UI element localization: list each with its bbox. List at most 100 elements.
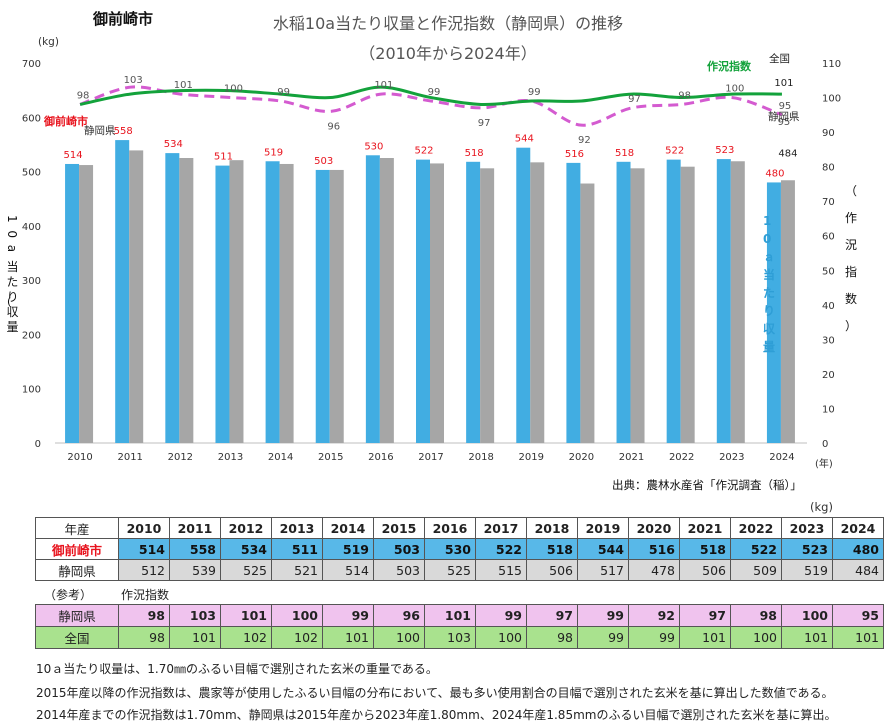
city-yield-cell: 558: [169, 538, 221, 560]
index-pref-label: 静岡県: [35, 604, 119, 627]
y-right-tick-label: 20: [822, 370, 835, 381]
x-tick-label: 2015: [318, 452, 343, 463]
city-yield-cell: 523: [781, 538, 833, 560]
x-tick-label: 2018: [468, 452, 493, 463]
city-yield-bar: [315, 169, 330, 443]
x-tick-label: 2014: [268, 452, 293, 463]
pref-index-cell: 99: [475, 604, 527, 627]
pref-yield-cell: 514: [322, 559, 374, 581]
pref-yield-bar: [780, 180, 795, 443]
city-yield-cell: 519: [322, 538, 374, 560]
x-tick-label: 2011: [117, 452, 142, 463]
city-yield-cell: 522: [475, 538, 527, 560]
pref-index-label: 99: [277, 87, 290, 98]
year-header-cell: 2016: [424, 517, 476, 539]
nat-index-cell: 99: [628, 626, 680, 649]
table-row-city: 御前崎市 514 558 534 511 519 503 530 522 518 544 516 51…: [35, 538, 884, 560]
pref-yield-cell: 515: [475, 559, 527, 581]
pref-index-label: 100: [725, 84, 744, 95]
y-left-tick-label: 100: [22, 385, 41, 396]
nat-index-cell: 101: [781, 626, 833, 649]
pref-yield-cell: 478: [628, 559, 680, 581]
pref-index-line: [79, 85, 783, 127]
pref-yield-bar: [630, 168, 645, 444]
city-yield-bar: [416, 159, 430, 443]
pref-yield-cell: 484: [832, 559, 884, 581]
table-unit: (kg): [810, 500, 833, 514]
pref-index-label: 101: [374, 80, 393, 91]
y-left-tick-label: 600: [22, 113, 41, 124]
pref-yield-bar: [480, 168, 495, 444]
yield-table: 年産 2010 2011 2012 2013 2014 2015 2016 2017 2018 2…: [35, 517, 884, 581]
x-tick-label: 2012: [168, 452, 193, 463]
pref-index-cell: 97: [679, 604, 731, 627]
nat-index-last-label: 101: [774, 78, 793, 89]
year-header-cell: 2013: [271, 517, 323, 539]
y-right-tick-label: 60: [822, 232, 835, 243]
city-yield-cell: 544: [577, 538, 629, 560]
city-yield-cell: 518: [679, 538, 731, 560]
nat-index-cell: 99: [577, 626, 629, 649]
x-tick-label: 2021: [619, 452, 644, 463]
year-header-cell: 2023: [781, 517, 833, 539]
yield-chart: 0 100 200 300 400 500 600 700 (kg) 0 10 20 30 40 50 60 7…: [5, 36, 857, 470]
pref-index-cell: 97: [526, 604, 578, 627]
pref-yield-cell: 512: [118, 559, 170, 581]
city-title: 御前崎市: [93, 10, 154, 28]
pref-yield-cell: 539: [169, 559, 221, 581]
legend-nat-line: 全国: [769, 52, 790, 65]
pref-yield-bar: [329, 169, 344, 443]
city-yield-cell: 514: [118, 538, 170, 560]
pref-index-cell: 98: [118, 604, 170, 627]
pref-index-label: 103: [124, 75, 143, 86]
pref-index-cell: 92: [628, 604, 680, 627]
year-header-cell: 2018: [526, 517, 578, 539]
city-yield-cell: 534: [220, 538, 272, 560]
reference-title: 作況指数: [121, 588, 170, 602]
legend-index-title: 作況指数: [707, 59, 752, 73]
city-yield-bar: [766, 182, 781, 443]
note-3: 2014年産までの作況指数は1.70mm、静岡県は2015年産から2023年産1…: [36, 708, 837, 722]
y-right-tick-label: 110: [822, 59, 841, 70]
y-right-tick-label: 70: [822, 197, 835, 208]
chart-subtitle: （2010年から2024年）: [359, 44, 537, 63]
pref-index-cell: 103: [169, 604, 221, 627]
city-yield-bar: [716, 159, 731, 444]
y-left-tick-label: 700: [22, 59, 41, 70]
pref-index-cell: 101: [220, 604, 272, 627]
city-bar-label: 514: [64, 150, 83, 161]
index-nat-label: 全国: [35, 626, 119, 649]
y-right-tick-label: 30: [822, 335, 835, 346]
y-right-tick-label: 10: [822, 404, 835, 415]
x-tick-label: 2010: [67, 452, 92, 463]
y-right-title: （作況指数）: [845, 184, 857, 333]
pref-yield-cell: 503: [373, 559, 425, 581]
city-bar-label: 503: [314, 156, 333, 167]
city-bar-label: 544: [515, 134, 534, 145]
table-row-pref: 静岡県 512 539 525 521 514 503 525 515 506 517 478 506…: [35, 559, 884, 581]
nat-index-cell: 101: [322, 626, 374, 649]
pref-index-cell: 100: [781, 604, 833, 627]
note-2: 2015年産以降の作況指数は、農家等が使用したふるい目幅の分布において、最も多い…: [36, 686, 834, 700]
x-tick-label: 2017: [418, 452, 443, 463]
pref-yield-cell: 517: [577, 559, 629, 581]
pref-index-label: 95: [779, 101, 792, 112]
nat-index-cell: 101: [832, 626, 884, 649]
nat-index-cell: 100: [373, 626, 425, 649]
city-yield-cell: 530: [424, 538, 476, 560]
x-tick-label: 2016: [368, 452, 393, 463]
city-bar-label: 523: [715, 145, 734, 156]
city-yield-bar: [115, 140, 130, 444]
index-table: 静岡県 98 103 101 100 99 96 101 99 97 99 92 97 98 100 95 …: [35, 604, 884, 649]
index-row-pref: 静岡県 98 103 101 100 99 96 101 99 97 99 92 97 98 100 95: [35, 604, 884, 627]
year-header-cell: 2010: [118, 517, 170, 539]
year-header-cell: 2014: [322, 517, 374, 539]
city-yield-bar: [566, 162, 581, 443]
pref-bar-last-label: 484: [778, 148, 797, 159]
year-header-cell: 2017: [475, 517, 527, 539]
city-yield-bar: [215, 165, 230, 443]
pref-index-label: 101: [174, 80, 193, 91]
city-yield-bar: [666, 159, 681, 443]
pref-yield-bar: [680, 166, 695, 443]
y-right-tick-label: 80: [822, 163, 835, 174]
